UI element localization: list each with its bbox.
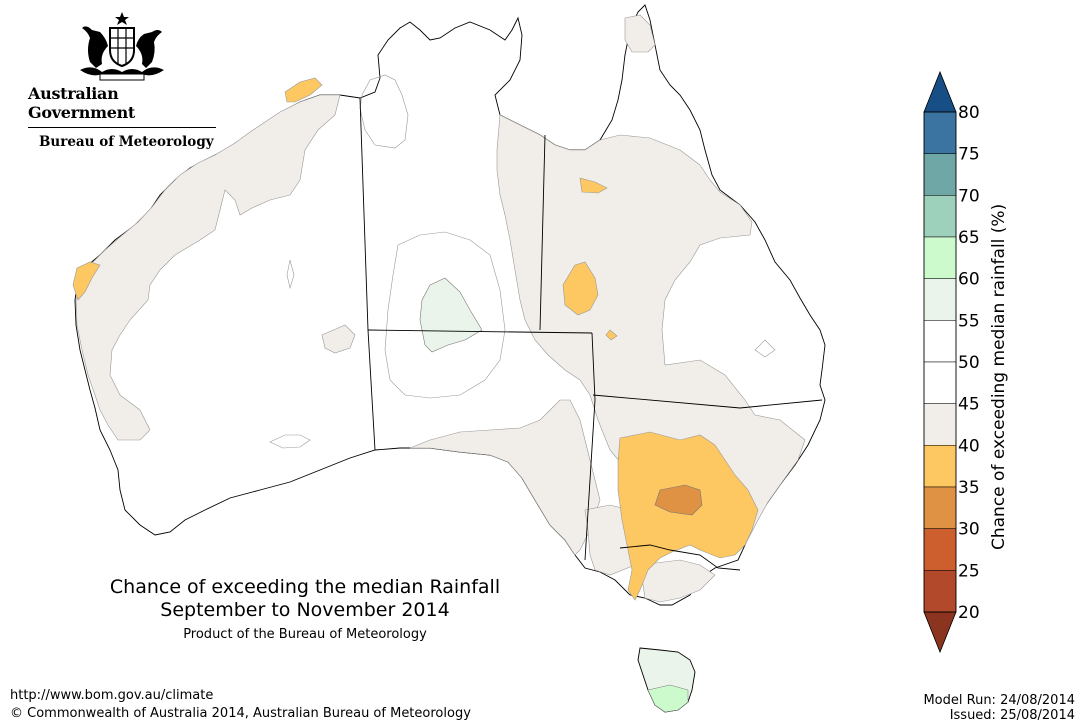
colorbar-band-65_70 <box>923 195 957 238</box>
colorbar-band-35_40 <box>923 445 957 488</box>
map-period: September to November 2014 <box>160 599 450 621</box>
colorbar-band-75_80 <box>923 111 957 154</box>
colorbar-tick-label: 80 <box>958 103 980 123</box>
colorbar-tick-label: 40 <box>958 436 980 456</box>
colorbar-band-60_65 <box>923 236 957 279</box>
model-run-date: Model Run: 24/08/2014 <box>923 693 1075 708</box>
colorbar-band-50_55 <box>923 320 957 363</box>
colorbar-band-55_60 <box>923 278 957 321</box>
colorbar-tick-label: 60 <box>958 270 980 290</box>
region-35-40 <box>72 77 759 601</box>
region-40-45 <box>75 14 806 603</box>
government-label: Australian Government <box>28 84 216 128</box>
colorbar-band-20_25 <box>923 570 957 613</box>
colorbar-tick-label: 65 <box>958 228 980 248</box>
map-title: Chance of exceeding the median Rainfall <box>109 576 501 598</box>
colorbar-tick-label: 20 <box>958 603 980 623</box>
map-product-credit: Product of the Bureau of Meteorology <box>183 627 427 642</box>
tasmania-south-green <box>647 684 689 713</box>
bom-logo: Australian Government Bureau of Meteorol… <box>28 10 216 150</box>
copyright-text: © Commonwealth of Australia 2014, Austra… <box>10 706 471 721</box>
colorbar-band-40_45 <box>923 403 957 446</box>
region-30-35 <box>654 484 703 516</box>
colorbar-band-70_75 <box>923 153 957 196</box>
colorbar-tick-label: 45 <box>958 395 980 415</box>
colorbar-tick-label: 35 <box>958 478 980 498</box>
colorbar-tick-label: 70 <box>958 186 980 206</box>
colorbar-band-25_30 <box>923 528 957 571</box>
bureau-label: Bureau of Meteorology <box>39 134 214 150</box>
climate-url-link[interactable]: http://www.bom.gov.au/climate <box>10 688 214 703</box>
issued-date: Issued: 25/08/2014 <box>949 708 1075 723</box>
legend-title: Chance of exceeding median rainfall (%) <box>989 204 1009 550</box>
colorbar-tick-label: 25 <box>958 561 980 581</box>
colorbar-band-30_35 <box>923 486 957 529</box>
colorbar-frame <box>923 111 957 613</box>
state-borders <box>359 97 823 571</box>
colorbar-tick-label: 50 <box>958 353 980 373</box>
colorbar-top-triangle <box>923 70 957 113</box>
region-55-60 <box>419 277 483 353</box>
colorbar-tick-label: 30 <box>958 520 980 540</box>
colorbar-bottom-triangle <box>923 611 957 654</box>
colorbar-tick-label: 75 <box>958 145 980 165</box>
contour-45 <box>269 74 776 449</box>
coat-of-arms-icon <box>80 12 164 81</box>
colorbar-tick-label: 55 <box>958 311 980 331</box>
colorbar-band-45_50 <box>923 361 957 404</box>
